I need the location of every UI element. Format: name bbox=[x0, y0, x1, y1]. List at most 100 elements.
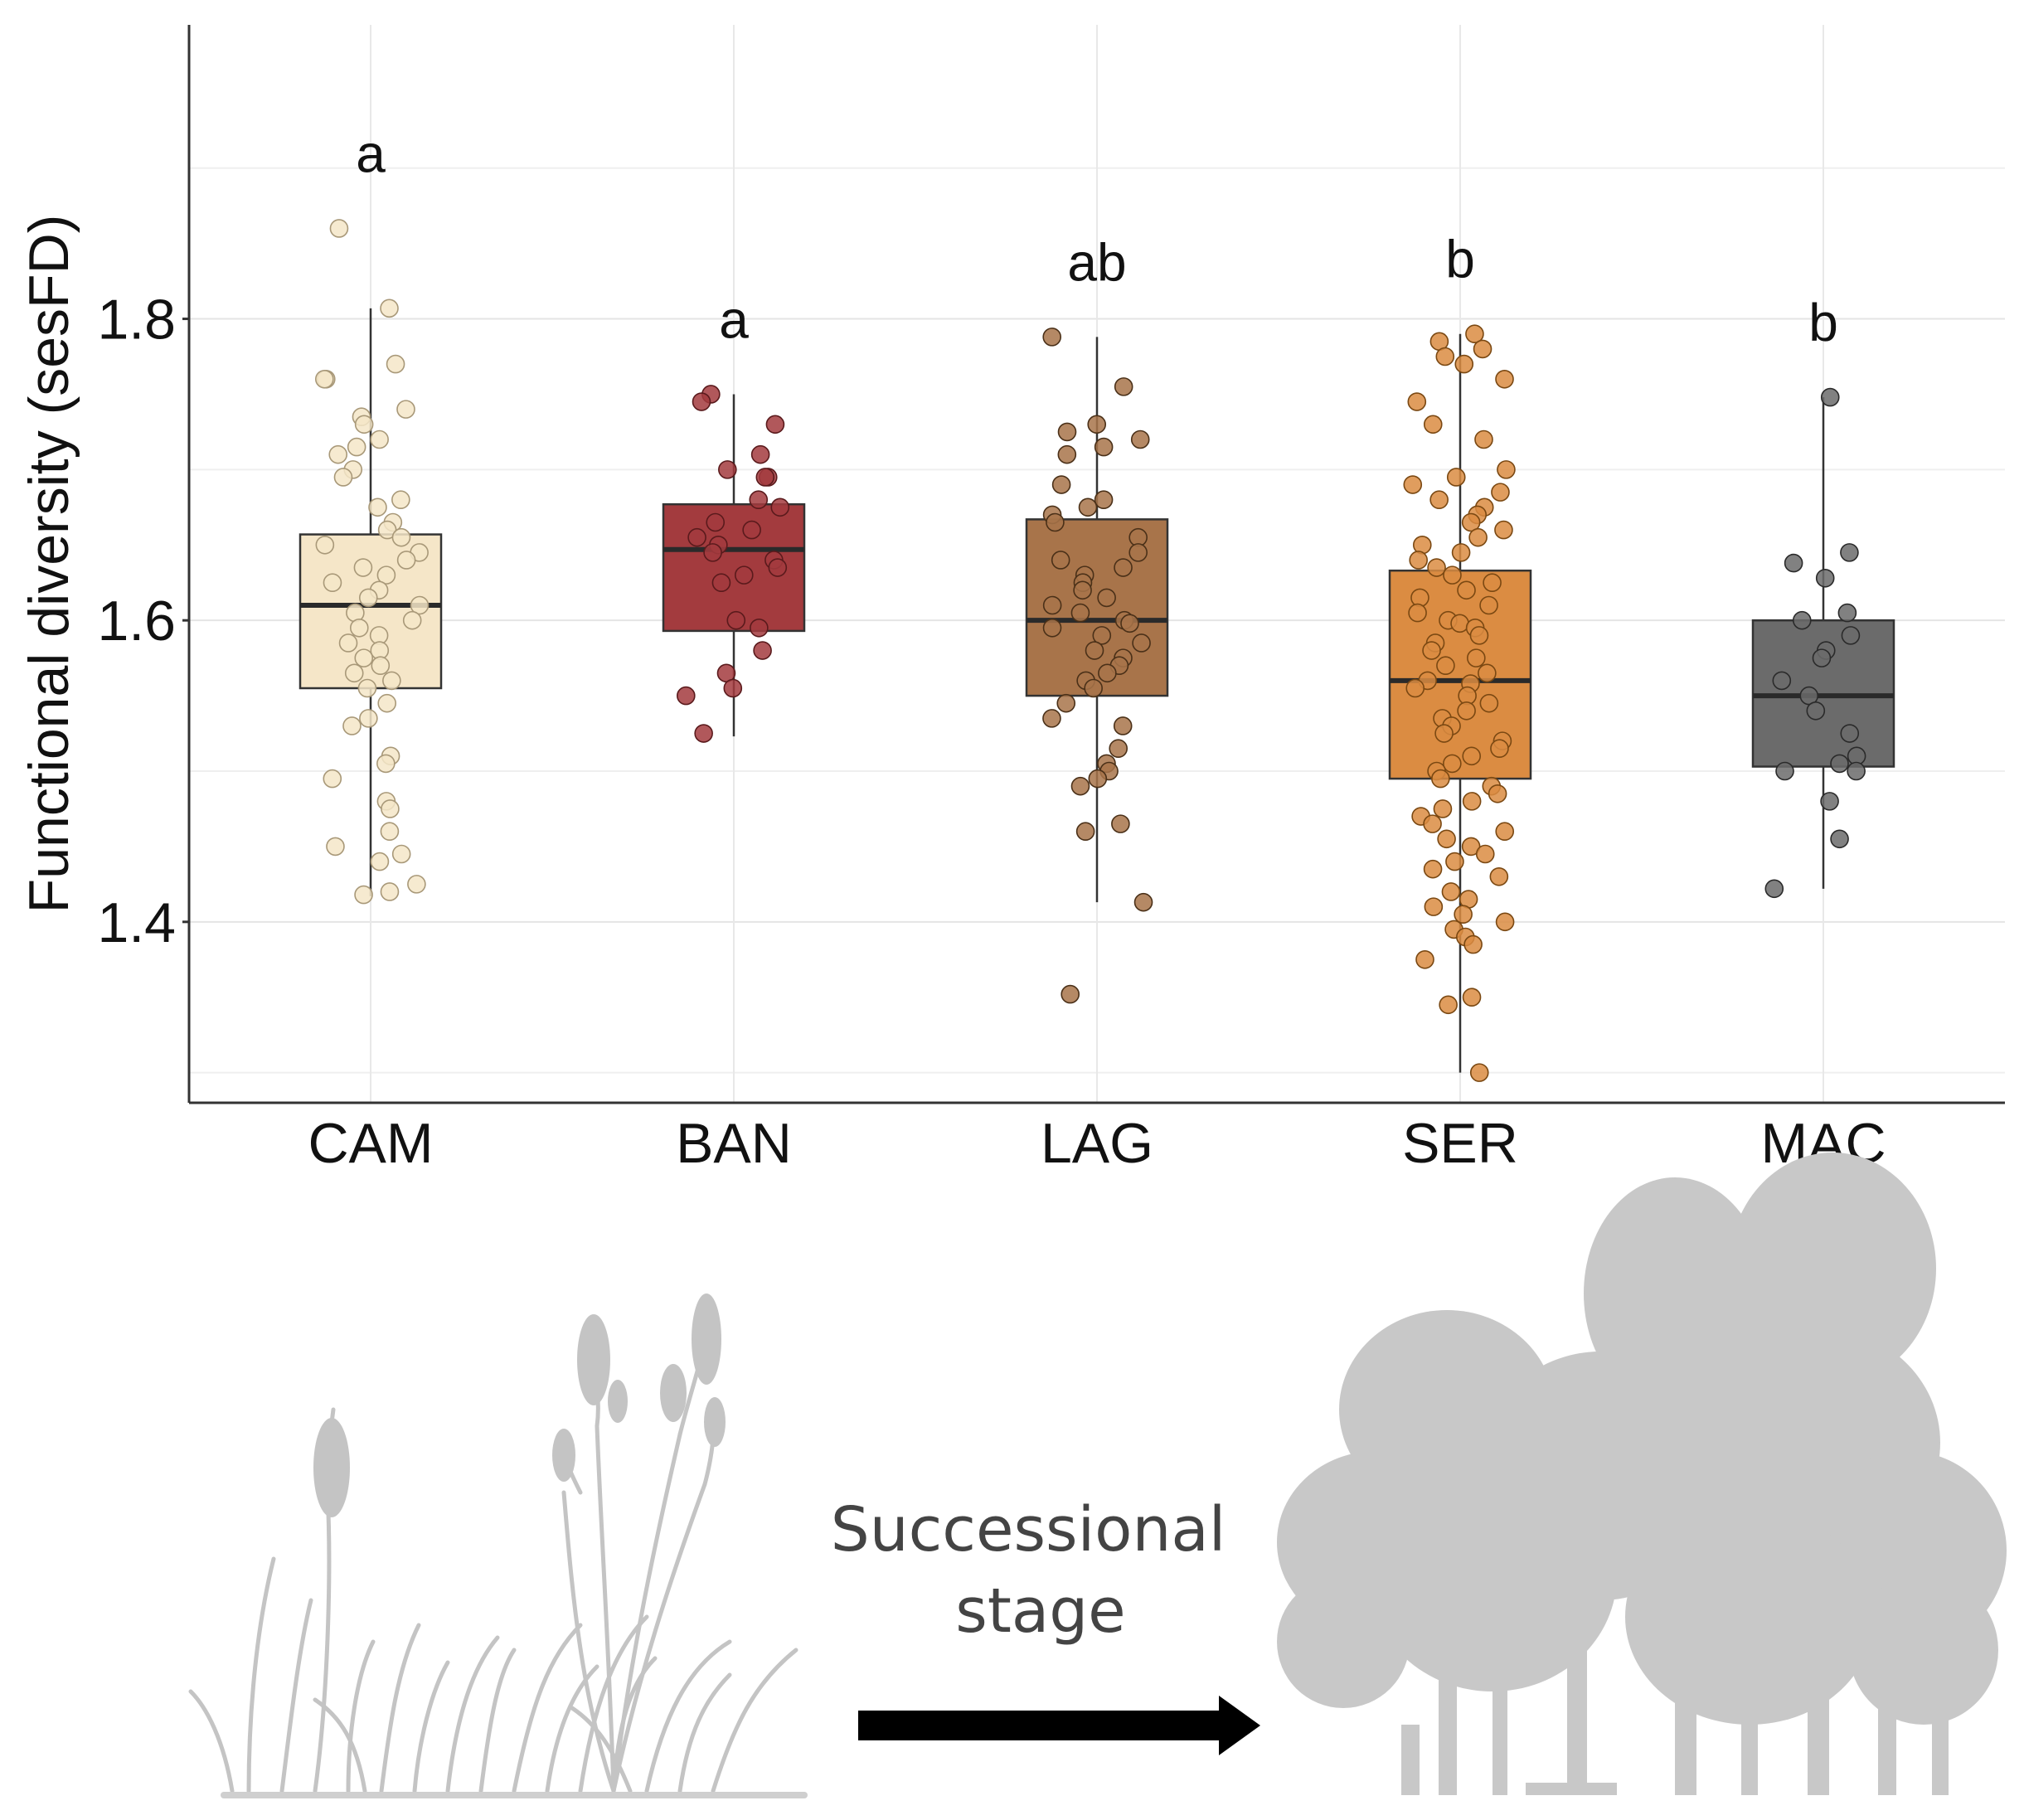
stage-label-line1: Successional bbox=[831, 1494, 1226, 1565]
data-point bbox=[1084, 678, 1103, 698]
data-point bbox=[328, 444, 348, 464]
data-point bbox=[1436, 656, 1455, 676]
data-point bbox=[410, 595, 430, 615]
data-point bbox=[1462, 792, 1482, 811]
data-point bbox=[1046, 512, 1065, 532]
data-point bbox=[711, 573, 731, 593]
data-point bbox=[381, 799, 400, 818]
forest-icon bbox=[1277, 1153, 2007, 1795]
data-point bbox=[1094, 490, 1114, 510]
data-point bbox=[1820, 387, 1840, 407]
data-point bbox=[1792, 610, 1812, 630]
data-point bbox=[1423, 415, 1443, 434]
data-point bbox=[677, 686, 696, 706]
data-point bbox=[770, 497, 790, 517]
data-point bbox=[391, 527, 411, 547]
y-tick-label: 1.8 bbox=[97, 289, 176, 352]
data-point bbox=[1450, 614, 1469, 633]
data-point bbox=[1840, 543, 1859, 562]
data-point bbox=[1439, 995, 1458, 1015]
data-point bbox=[315, 535, 335, 555]
data-point bbox=[370, 852, 390, 871]
data-point bbox=[1114, 377, 1133, 396]
significance-letter: b bbox=[1445, 230, 1475, 289]
significance-letter: ab bbox=[1067, 232, 1126, 292]
data-point bbox=[333, 468, 353, 487]
data-point bbox=[1468, 527, 1488, 547]
data-point bbox=[1454, 905, 1473, 925]
data-point bbox=[1815, 568, 1835, 588]
data-point bbox=[1109, 739, 1128, 759]
data-point bbox=[402, 610, 422, 630]
data-point bbox=[1475, 844, 1495, 864]
data-point bbox=[1775, 761, 1794, 781]
data-point bbox=[1478, 663, 1497, 683]
y-tick-label: 1.6 bbox=[97, 590, 176, 653]
data-point bbox=[1408, 603, 1427, 623]
data-point bbox=[718, 460, 737, 479]
data-point bbox=[1806, 701, 1826, 721]
data-point bbox=[376, 565, 396, 585]
grassland-icon bbox=[188, 1293, 808, 1798]
data-point bbox=[377, 693, 397, 713]
stage-label-line2: stage bbox=[955, 1575, 1125, 1647]
data-point bbox=[391, 490, 410, 510]
data-point bbox=[1830, 829, 1849, 849]
data-point bbox=[1094, 437, 1114, 457]
data-point bbox=[370, 430, 389, 449]
axes bbox=[187, 25, 2005, 1104]
data-point bbox=[1042, 709, 1061, 728]
data-point bbox=[1085, 641, 1104, 660]
data-point bbox=[1423, 814, 1442, 833]
data-point bbox=[1424, 897, 1444, 916]
boxplots bbox=[299, 219, 1895, 1082]
x-tick-label: SER bbox=[1402, 1112, 1518, 1175]
data-point bbox=[391, 844, 411, 864]
data-point bbox=[1495, 912, 1515, 932]
data-point bbox=[1457, 580, 1476, 600]
data-point bbox=[1132, 633, 1151, 653]
data-point bbox=[354, 885, 373, 905]
data-point bbox=[1820, 792, 1839, 811]
data-point bbox=[1070, 603, 1090, 623]
data-point bbox=[755, 468, 775, 487]
data-point bbox=[1051, 475, 1071, 494]
box-group-mac bbox=[1751, 387, 1895, 899]
data-point bbox=[338, 633, 358, 653]
data-point bbox=[1078, 497, 1098, 517]
data-point bbox=[1443, 754, 1462, 774]
data-point bbox=[706, 512, 726, 532]
data-point bbox=[357, 678, 377, 698]
data-point bbox=[1113, 716, 1133, 735]
data-point bbox=[1488, 784, 1507, 803]
data-point bbox=[1479, 693, 1499, 713]
data-point bbox=[1489, 866, 1509, 886]
data-point bbox=[354, 648, 374, 667]
data-point bbox=[753, 641, 772, 660]
box-group-ban bbox=[662, 385, 806, 743]
data-point bbox=[687, 527, 706, 547]
data-point bbox=[1042, 618, 1062, 638]
data-point bbox=[344, 663, 364, 683]
significance-letter: b bbox=[1808, 293, 1838, 352]
data-point bbox=[353, 558, 373, 577]
data-point bbox=[742, 520, 761, 540]
data-point bbox=[1405, 678, 1425, 698]
data-point bbox=[329, 219, 349, 238]
data-point bbox=[349, 618, 369, 638]
data-point bbox=[1441, 882, 1461, 901]
data-point bbox=[396, 400, 415, 419]
data-point bbox=[734, 565, 754, 585]
data-point bbox=[1070, 776, 1090, 796]
data-point bbox=[382, 671, 401, 691]
data-point bbox=[323, 573, 342, 593]
data-point bbox=[376, 754, 396, 774]
data-point bbox=[1454, 354, 1474, 374]
data-point bbox=[314, 369, 334, 389]
data-point bbox=[1128, 543, 1148, 562]
data-point bbox=[1847, 761, 1866, 781]
data-point bbox=[1097, 588, 1116, 608]
data-point bbox=[1111, 814, 1130, 833]
data-point bbox=[1465, 324, 1484, 344]
data-point bbox=[750, 444, 770, 464]
